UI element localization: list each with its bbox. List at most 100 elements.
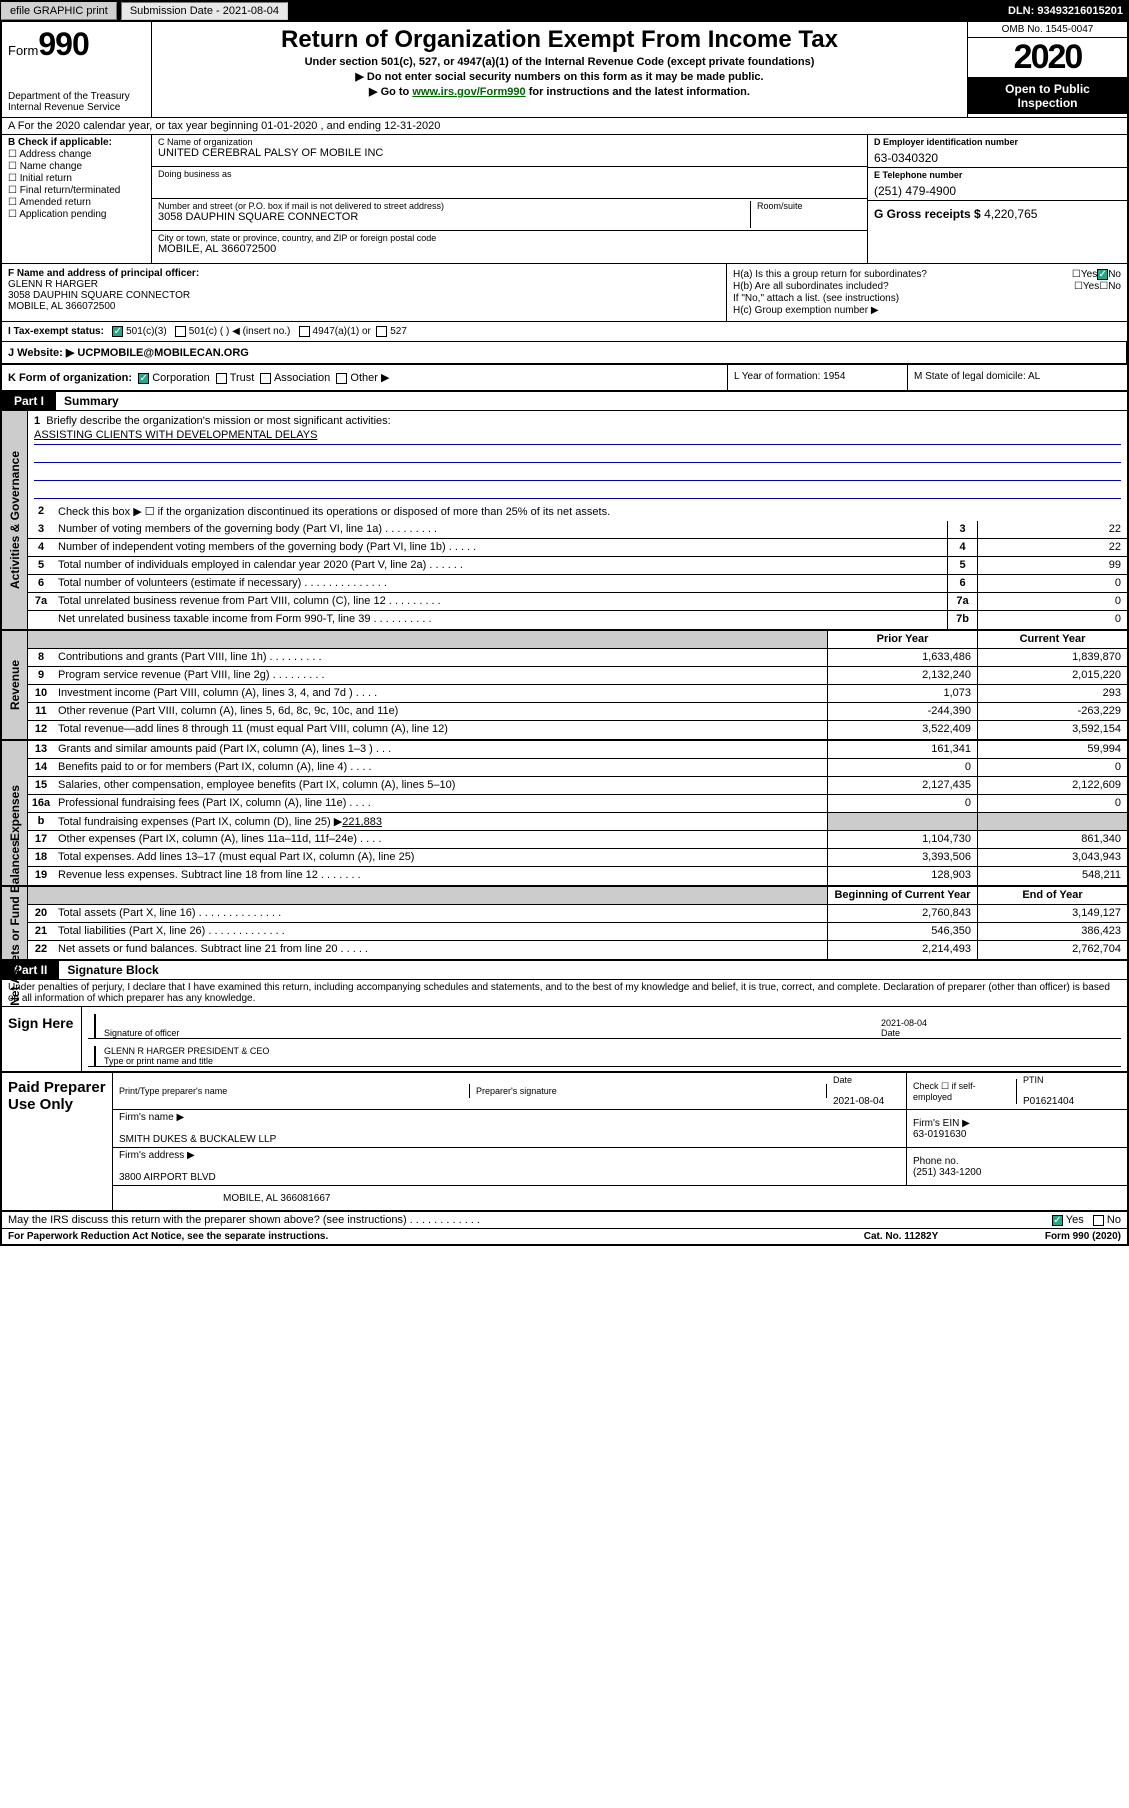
ha-no: No xyxy=(1108,269,1121,280)
chk-address-change[interactable]: ☐ Address change xyxy=(8,149,145,160)
submission-date: Submission Date - 2021-08-04 xyxy=(121,2,288,20)
paperwork-notice: For Paperwork Reduction Act Notice, see … xyxy=(8,1231,821,1242)
link-pre: ▶ Go to xyxy=(369,86,412,98)
ein-value: 63-0340320 xyxy=(874,147,1121,165)
col-end: End of Year xyxy=(977,887,1127,904)
hb-yes[interactable]: ☐Yes xyxy=(1074,281,1099,292)
officer-addr2: MOBILE, AL 366072500 xyxy=(8,301,116,312)
line13: Grants and similar amounts paid (Part IX… xyxy=(54,741,827,758)
e22: 2,762,704 xyxy=(977,941,1127,959)
opt-501c: 501(c) ( ) ◀ (insert no.) xyxy=(189,326,291,337)
line7a: Total unrelated business revenue from Pa… xyxy=(54,593,947,610)
sig-declaration: Under penalties of perjury, I declare th… xyxy=(2,980,1127,1007)
dba-label: Doing business as xyxy=(158,169,861,179)
header-mid: Return of Organization Exempt From Incom… xyxy=(152,22,967,117)
col-beginning: Beginning of Current Year xyxy=(827,887,977,904)
c9: 2,015,220 xyxy=(977,667,1127,684)
dept-irs: Internal Revenue Service xyxy=(8,102,145,113)
part1-title: Summary xyxy=(56,394,119,408)
val6: 0 xyxy=(977,575,1127,592)
year-formation: L Year of formation: 1954 xyxy=(727,365,907,390)
line11: Other revenue (Part VIII, column (A), li… xyxy=(54,703,827,720)
firm-addr-value: 3800 AIRPORT BLVD xyxy=(119,1172,900,1183)
line20: Total assets (Part X, line 16) . . . . .… xyxy=(54,905,827,922)
line17: Other expenses (Part IX, column (A), lin… xyxy=(54,831,827,848)
efile-print-button[interactable]: efile GRAPHIC print xyxy=(1,2,117,20)
chk-trust[interactable] xyxy=(216,373,227,384)
chk-name-change[interactable]: ☐ Name change xyxy=(8,161,145,172)
chk-initial-return[interactable]: ☐ Initial return xyxy=(8,173,145,184)
c17: 861,340 xyxy=(977,831,1127,848)
opt-assoc: Association xyxy=(274,372,330,384)
col-c-org: C Name of organizationUNITED CEREBRAL PA… xyxy=(152,135,867,263)
ha-yes[interactable]: ☐Yes xyxy=(1072,269,1097,280)
hb-no[interactable]: ☐No xyxy=(1099,281,1121,292)
website-value: UCPMOBILE@MOBILECAN.ORG xyxy=(74,347,249,359)
dln: DLN: 93493216015201 xyxy=(1008,5,1129,17)
principal-officer: F Name and address of principal officer:… xyxy=(2,264,727,321)
chk-501c[interactable] xyxy=(175,326,186,337)
row-a-taxyear: A For the 2020 calendar year, or tax yea… xyxy=(2,118,1127,135)
form-word: Form xyxy=(8,43,38,58)
irs-link[interactable]: www.irs.gov/Form990 xyxy=(412,86,525,98)
p11: -244,390 xyxy=(827,703,977,720)
discuss-no[interactable] xyxy=(1093,1215,1104,1226)
line5: Total number of individuals employed in … xyxy=(54,557,947,574)
discuss-yes[interactable] xyxy=(1052,1215,1063,1226)
chk-527[interactable] xyxy=(376,326,387,337)
street-value: 3058 DAUPHIN SQUARE CONNECTOR xyxy=(158,211,744,223)
ptin-label: PTIN xyxy=(1023,1075,1121,1085)
sidetab-netassets: Net Assets or Fund Balances xyxy=(8,840,22,1006)
e20: 3,149,127 xyxy=(977,905,1127,922)
open-public: Open to PublicInspection xyxy=(968,78,1127,114)
sig-name-label: Type or print name and title xyxy=(104,1056,213,1066)
line16b: Total fundraising expenses (Part IX, col… xyxy=(54,813,827,830)
group-return: H(a) Is this a group return for subordin… xyxy=(727,264,1127,321)
discuss-label: May the IRS discuss this return with the… xyxy=(8,1214,1052,1226)
line15: Salaries, other compensation, employee b… xyxy=(54,777,827,794)
sig-officer-label: Signature of officer xyxy=(104,1028,179,1038)
street-label: Number and street (or P.O. box if mail i… xyxy=(158,201,744,211)
opt-527: 527 xyxy=(390,326,407,337)
line2: Check this box ▶ ☐ if the organization d… xyxy=(54,503,1127,521)
p10: 1,073 xyxy=(827,685,977,702)
p14: 0 xyxy=(827,759,977,776)
chk-association[interactable] xyxy=(260,373,271,384)
val5: 99 xyxy=(977,557,1127,574)
paid-preparer-block: Paid Preparer Use Only Print/Type prepar… xyxy=(2,1073,1127,1212)
c15: 2,122,609 xyxy=(977,777,1127,794)
ein-label: D Employer identification number xyxy=(874,137,1121,147)
chk-other[interactable] xyxy=(336,373,347,384)
form-page: Form990 Department of the Treasury Inter… xyxy=(0,22,1129,1246)
chk-4947[interactable] xyxy=(299,326,310,337)
row-j-website: J Website: ▶ UCPMOBILE@MOBILECAN.ORG xyxy=(2,342,1127,365)
line16a: Professional fundraising fees (Part IX, … xyxy=(54,795,827,812)
hb-note: If "No," attach a list. (see instruction… xyxy=(733,293,1121,304)
form-note-link: ▶ Go to www.irs.gov/Form990 for instruct… xyxy=(158,85,961,98)
section-netassets: Net Assets or Fund Balances Beginning of… xyxy=(2,887,1127,961)
tel-label: E Telephone number xyxy=(874,170,1121,180)
chk-501c3[interactable] xyxy=(112,326,123,337)
c11: -263,229 xyxy=(977,703,1127,720)
firm-ein-value: 63-0191630 xyxy=(913,1129,1121,1140)
part2-title: Signature Block xyxy=(59,963,158,977)
line9: Program service revenue (Part VIII, line… xyxy=(54,667,827,684)
chk-final-return[interactable]: ☐ Final return/terminated xyxy=(8,185,145,196)
line19: Revenue less expenses. Subtract line 18 … xyxy=(54,867,827,885)
rev-hdr-blank xyxy=(54,631,827,648)
header-right: OMB No. 1545-0047 2020 Open to PublicIns… xyxy=(967,22,1127,117)
firm-name-value: SMITH DUKES & BUCKALEW LLP xyxy=(119,1134,900,1145)
chk-amended-return[interactable]: ☐ Amended return xyxy=(8,197,145,208)
prep-selfemployed[interactable]: Check ☐ if self-employed xyxy=(913,1081,1010,1102)
chk-application-pending[interactable]: ☐ Application pending xyxy=(8,209,145,220)
chk-corporation[interactable] xyxy=(138,373,149,384)
topbar: efile GRAPHIC print Submission Date - 20… xyxy=(0,0,1129,22)
line12: Total revenue—add lines 8 through 11 (mu… xyxy=(54,721,827,739)
firm-addr-value2: MOBILE, AL 366081667 xyxy=(223,1193,1121,1204)
ha-label: H(a) Is this a group return for subordin… xyxy=(733,269,1072,280)
col-prior-year: Prior Year xyxy=(827,631,977,648)
ha-no-checkbox[interactable] xyxy=(1097,269,1108,280)
omb-number: OMB No. 1545-0047 xyxy=(968,22,1127,38)
sidetab-revenue: Revenue xyxy=(8,660,22,710)
section-expenses: Expenses 13Grants and similar amounts pa… xyxy=(2,741,1127,887)
